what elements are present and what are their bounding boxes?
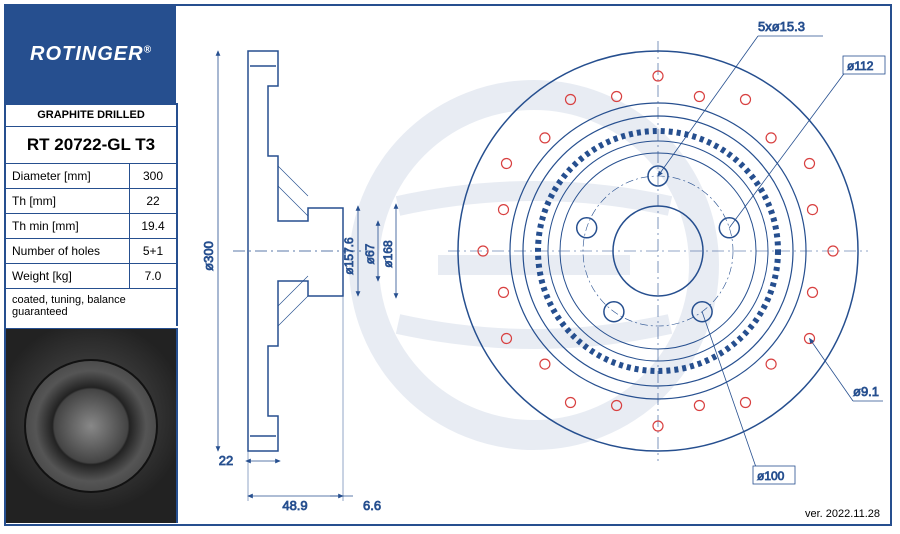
engineering-drawing: ø300 ø157.6 ø67 ø168 22 48.9 6.6 <box>178 6 890 524</box>
brand-logo-text: ROTINGER® <box>30 43 152 66</box>
dim-phi67: ø67 <box>363 243 377 264</box>
spec-label: Diameter [mm] <box>6 164 130 188</box>
brand-name: ROTINGER <box>30 43 144 65</box>
dim-phi100: ø100 <box>757 469 785 483</box>
brand-logo-box: ROTINGER® <box>6 6 176 105</box>
spec-row: Th min [mm] 19.4 <box>6 214 176 239</box>
trademark: ® <box>144 44 152 55</box>
spec-label: Number of holes <box>6 239 130 263</box>
spec-table: GRAPHITE DRILLED RT 20722-GL T3 Diameter… <box>6 103 178 326</box>
spec-row: Weight [kg] 7.0 <box>6 264 176 289</box>
spec-row: Th [mm] 22 <box>6 189 176 214</box>
product-subtitle-row: GRAPHITE DRILLED <box>6 103 176 127</box>
spec-label: Weight [kg] <box>6 264 130 288</box>
dim-bolts: 5xø15.3 <box>758 19 805 34</box>
part-number-row: RT 20722-GL T3 <box>6 127 176 164</box>
dim-phi168: ø168 <box>381 240 395 268</box>
spec-value: 22 <box>130 189 176 213</box>
spec-label: Th [mm] <box>6 189 130 213</box>
spec-value: 19.4 <box>130 214 176 238</box>
spec-row: Number of holes 5+1 <box>6 239 176 264</box>
dim-phi300: ø300 <box>201 241 216 271</box>
dim-22: 22 <box>219 453 233 468</box>
photo-disc <box>24 359 158 493</box>
dim-6-6: 6.6 <box>363 498 381 513</box>
spec-value: 300 <box>130 164 176 188</box>
spec-value: 7.0 <box>130 264 176 288</box>
spec-row: Diameter [mm] 300 <box>6 164 176 189</box>
spec-note: coated, tuning, balance guaranteed <box>6 289 176 326</box>
dim-phi112: ø112 <box>847 59 874 73</box>
product-subtitle: GRAPHITE DRILLED <box>6 103 176 126</box>
product-photo <box>6 328 178 523</box>
dim-48-9: 48.9 <box>282 498 307 513</box>
version-text: ver. 2022.11.28 <box>805 508 880 520</box>
spec-label: Th min [mm] <box>6 214 130 238</box>
dim-phi157: ø157.6 <box>342 237 356 275</box>
drawing-frame: ROTINGER® GRAPHITE DRILLED RT 20722-GL T… <box>4 4 892 526</box>
front-view: 5xø15.3 ø112 ø9.1 ø100 <box>448 19 885 484</box>
spec-value: 5+1 <box>130 239 176 263</box>
dim-phi9-1: ø9.1 <box>853 384 879 399</box>
part-number: RT 20722-GL T3 <box>6 127 176 163</box>
spec-note-row: coated, tuning, balance guaranteed <box>6 289 176 326</box>
